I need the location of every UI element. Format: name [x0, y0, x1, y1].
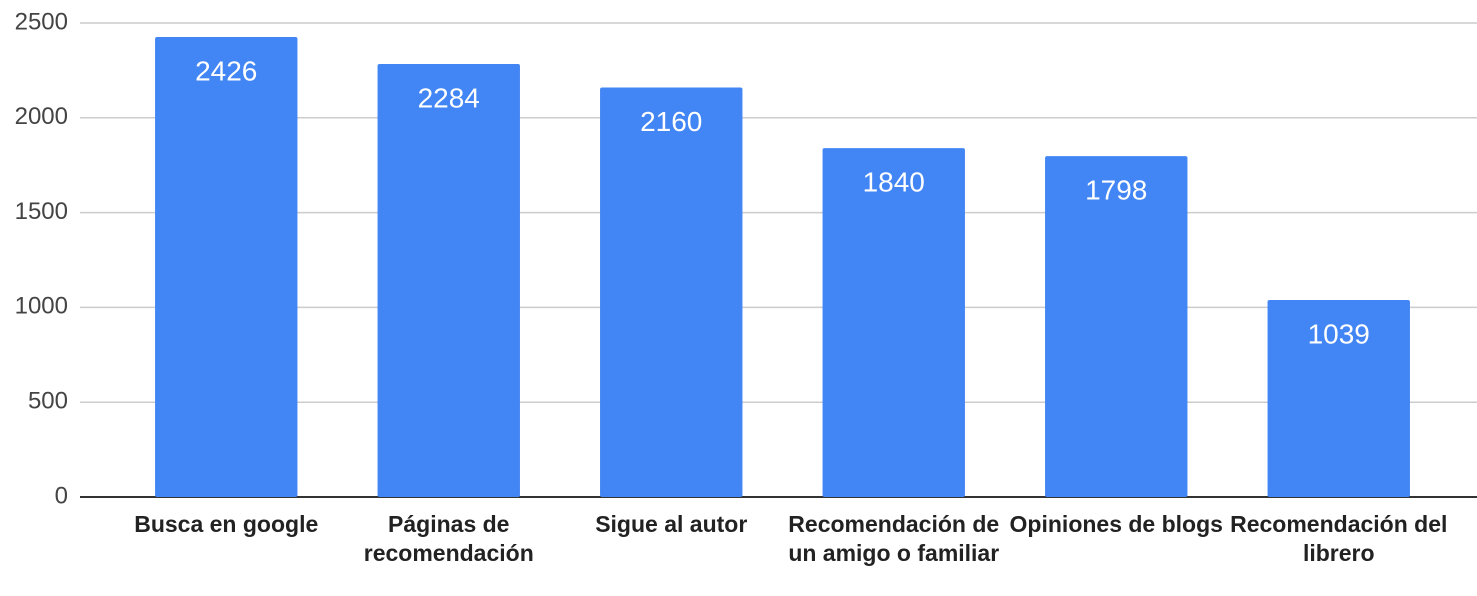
y-tick-label: 1500	[15, 198, 68, 225]
x-tick-label: Recomendación de un amigo o familiar	[788, 511, 1000, 566]
bar	[1267, 300, 1410, 497]
bar	[600, 87, 743, 498]
y-tick-label: 500	[28, 388, 68, 415]
y-tick-label: 2500	[15, 8, 68, 35]
bar	[155, 37, 298, 498]
x-tick-label: Busca en google	[134, 511, 319, 537]
value-label: 2160	[640, 106, 702, 137]
y-tick-label: 1000	[15, 293, 68, 320]
value-label: 2284	[418, 82, 480, 113]
bar	[1045, 156, 1188, 498]
value-label: 1039	[1308, 318, 1370, 349]
y-tick-label: 0	[55, 482, 68, 509]
x-tick-label: Páginas de recomendación	[363, 511, 534, 566]
x-tick-label: Recomendación del librero	[1230, 511, 1448, 566]
value-label: 2426	[195, 55, 257, 86]
y-tick-label: 2000	[15, 103, 68, 130]
bar	[822, 148, 965, 498]
bar	[377, 63, 520, 497]
x-tick-label: Opiniones de blogs	[1009, 511, 1223, 537]
x-tick-label: Sigue al autor	[595, 511, 748, 537]
value-label: 1798	[1085, 174, 1147, 205]
value-label: 1840	[863, 167, 925, 198]
